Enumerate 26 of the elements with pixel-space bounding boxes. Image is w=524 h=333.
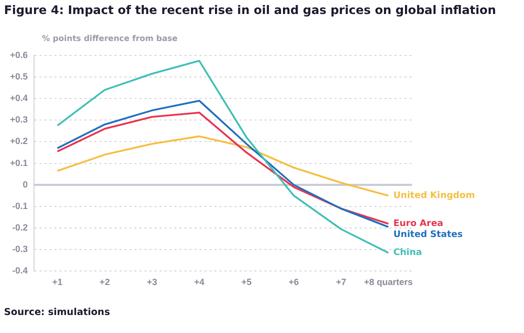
y-tick-label: 0 [22, 179, 28, 190]
y-tick-label: +0.4 [10, 93, 28, 104]
y-tick-label: -0.3 [12, 244, 28, 254]
x-tick-label: +4 [194, 277, 204, 288]
y-tick-label: +0.1 [10, 158, 28, 168]
source-note: Source: simulations [4, 307, 110, 318]
y-tick-label: +0.5 [10, 71, 28, 82]
x-tick-label: +2 [100, 277, 110, 288]
x-tick-label: +6 [288, 277, 299, 288]
series-label: China [393, 248, 422, 258]
series-label: Euro Area [393, 219, 444, 230]
x-tick-label: +7 [336, 277, 346, 288]
x-tick-label: +3 [146, 277, 158, 288]
y-tick-label: -0.2 [12, 222, 28, 233]
y-tick-label: -0.1 [12, 200, 28, 211]
y-tick-label: -0.4 [12, 266, 28, 276]
y-axis-title: % points difference from base [42, 34, 178, 43]
y-tick-label: +0.2 [10, 136, 28, 146]
series-label: United Kingdom [393, 191, 476, 202]
y-tick-label: +0.6 [10, 50, 28, 60]
x-tick-label: +5 [241, 277, 252, 288]
series-label: United States [393, 230, 463, 240]
chart-title: Figure 4: Impact of the recent rise in oil and gas prices on global inflation [4, 3, 496, 17]
x-tick-label: +8 quarters [364, 277, 413, 288]
x-tick-label: +1 [52, 277, 63, 288]
y-tick-label: +0.3 [10, 114, 28, 125]
